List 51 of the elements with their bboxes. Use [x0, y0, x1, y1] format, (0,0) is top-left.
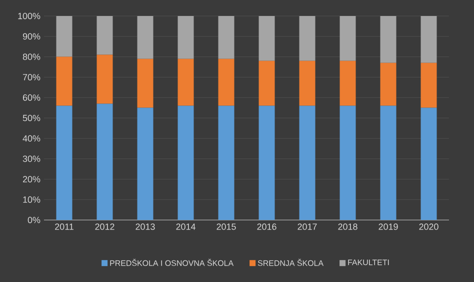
x-tick-label: 2015: [216, 224, 236, 230]
bar: [96, 104, 113, 220]
bar: [340, 60, 356, 106]
bar: [137, 108, 154, 220]
x-tick-label: 2013: [136, 224, 155, 230]
bar: [380, 106, 396, 220]
y-tick-label: 10%: [23, 196, 40, 203]
y-tick-label: 100%: [18, 12, 40, 20]
bar: [218, 16, 234, 59]
bar: [420, 62, 437, 108]
bar: [56, 106, 72, 220]
bar: [299, 16, 316, 61]
y-tick-label: 70%: [22, 74, 40, 80]
bar: [56, 56, 72, 106]
x-tick-label: 2014: [176, 224, 196, 230]
y-tick-label: 50%: [22, 114, 40, 122]
bar: [178, 16, 194, 59]
bar: [380, 16, 396, 63]
bar: [299, 60, 316, 106]
x-tick-label: 2011: [55, 224, 74, 230]
bar: [420, 16, 437, 63]
bar: [218, 58, 234, 106]
y-tick-label: 60%: [22, 94, 40, 101]
y-tick-label: 20%: [22, 176, 40, 182]
bar: [96, 16, 113, 55]
bar: [137, 16, 154, 59]
bar: [340, 106, 356, 220]
bar: [420, 108, 437, 220]
bar: [258, 60, 275, 106]
x-tick-label: 2018: [338, 224, 358, 230]
x-tick-label: 2020: [419, 224, 438, 230]
y-tick-label: 80%: [22, 54, 40, 60]
bar: [340, 16, 356, 61]
x-tick-label: 2016: [257, 224, 276, 230]
y-tick-label: 90%: [22, 33, 40, 40]
x-tick-label: 2019: [378, 224, 398, 230]
bar: [299, 106, 316, 220]
bar: [258, 106, 275, 220]
x-tick-label: 2012: [95, 224, 114, 230]
y-tick-label: 40%: [22, 135, 40, 142]
y-tick-label: 30%: [22, 156, 40, 162]
bar: [380, 62, 396, 106]
x-tick-label: 2017: [298, 224, 317, 230]
bar: [258, 16, 275, 61]
bar: [178, 106, 194, 220]
bar: [137, 58, 154, 108]
bar: [178, 58, 194, 106]
y-tick-label: 0%: [28, 216, 40, 224]
bar: [56, 16, 72, 57]
bar: [96, 54, 113, 104]
bar: [218, 106, 234, 220]
